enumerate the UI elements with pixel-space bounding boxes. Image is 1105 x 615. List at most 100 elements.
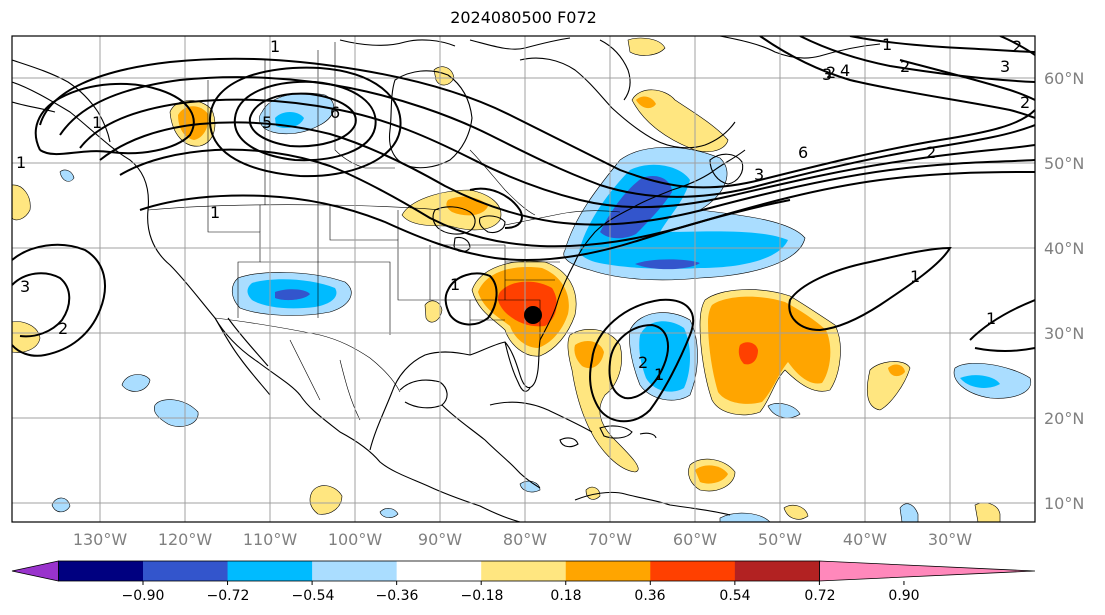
contour-lines bbox=[12, 36, 1035, 423]
negative-anomaly-canada-core bbox=[275, 112, 304, 128]
contour-label: 1 bbox=[92, 113, 102, 132]
colorbar bbox=[11, 560, 1036, 585]
longitude-axis: 130°W 120°W 110°W 100°W 90°W 80°W 70°W 6… bbox=[73, 530, 972, 549]
coastlines bbox=[12, 36, 881, 522]
colorbar-arrow-right bbox=[819, 560, 1036, 582]
positive-anomaly-pacific-nw bbox=[12, 184, 31, 221]
colorbar-tick-label: 0.36 bbox=[634, 588, 665, 604]
contour-label: 1 bbox=[986, 309, 996, 328]
positive-anomaly-labrador-core bbox=[636, 96, 656, 109]
negative-spot-2 bbox=[153, 399, 199, 427]
negative-spot-10 bbox=[59, 169, 75, 182]
gridlines bbox=[12, 36, 1035, 522]
map-content: 1 6 5 1 3 2 1 2 1 1 6 3 1 2 4 3 2 3 2 2 bbox=[12, 35, 1035, 522]
positive-anomaly-atlantic-core bbox=[738, 342, 758, 365]
lon-label: 40°W bbox=[843, 530, 887, 549]
contour-label: 1 bbox=[910, 267, 920, 286]
map-frame bbox=[11, 35, 1036, 523]
location-marker bbox=[524, 306, 542, 324]
negative-anomaly-band bbox=[635, 259, 700, 270]
positive-spot-florida bbox=[424, 300, 443, 323]
lon-label: 120°W bbox=[158, 530, 213, 549]
positive-anomaly-southeast-core bbox=[497, 281, 557, 327]
lon-label: 130°W bbox=[73, 530, 128, 549]
contour-label: 2 bbox=[58, 319, 68, 338]
contour-label: 2 bbox=[926, 143, 936, 162]
colorbar-segment bbox=[396, 561, 482, 581]
lat-label: 40°N bbox=[1044, 239, 1084, 258]
latitude-axis: 60°N 50°N 40°N 30°N 20°N 10°N bbox=[1044, 69, 1084, 513]
negative-spot-3-core bbox=[960, 375, 1000, 388]
positive-spot-hudson bbox=[433, 66, 455, 86]
map-title: 2024080500 F072 bbox=[450, 8, 597, 27]
colorbar-segment bbox=[312, 561, 398, 581]
colorbar-tick-label: −0.90 bbox=[122, 588, 165, 604]
lon-label: 70°W bbox=[588, 530, 632, 549]
contour-label: 4 bbox=[840, 61, 850, 80]
positive-anomaly-atlantic-mid bbox=[708, 296, 831, 404]
colorbar-labels: −0.90 −0.72 −0.54 −0.36 −0.18 0.18 0.36 … bbox=[122, 588, 920, 604]
lon-label: 90°W bbox=[418, 530, 462, 549]
negative-spot-6 bbox=[719, 512, 771, 522]
contour-label: 5 bbox=[262, 113, 272, 132]
negative-spot-7 bbox=[51, 497, 71, 513]
contour-label: 1 bbox=[16, 153, 26, 172]
contour-label: 6 bbox=[330, 103, 340, 122]
positive-spot-small-3 bbox=[585, 486, 601, 500]
colorbar-tick-label: 0.18 bbox=[550, 588, 581, 604]
contour-label: 3 bbox=[1000, 57, 1010, 76]
positive-spot-greenland bbox=[627, 37, 666, 56]
contour-label: 1 bbox=[882, 35, 892, 54]
colorbar-segment bbox=[58, 561, 144, 581]
contour-label: 2 bbox=[638, 353, 648, 372]
negative-anomaly-subtropical-core bbox=[639, 321, 690, 392]
contour-label: 2 bbox=[900, 57, 910, 76]
lon-label: 110°W bbox=[243, 530, 298, 549]
colorbar-segment bbox=[227, 561, 313, 581]
contour-label: 6 bbox=[798, 143, 808, 162]
colorbar-outline bbox=[58, 560, 820, 582]
contour-label: 1 bbox=[450, 275, 460, 294]
contour-label: 2 bbox=[1012, 37, 1022, 56]
lon-label: 60°W bbox=[673, 530, 717, 549]
contour-label: 2 bbox=[826, 63, 836, 82]
colorbar-tick-label: 0.72 bbox=[804, 588, 835, 604]
contour-label: 1 bbox=[654, 365, 664, 384]
positive-anomaly-caribbean-2-core bbox=[695, 465, 728, 484]
colorbar-segment bbox=[565, 561, 651, 581]
contour-label: 2 bbox=[1020, 93, 1030, 112]
negative-anomaly-southwest-dark bbox=[275, 289, 310, 301]
lat-label: 20°N bbox=[1044, 409, 1084, 428]
colorbar-tick-label: −0.18 bbox=[461, 588, 504, 604]
contour-label: 1 bbox=[210, 203, 220, 222]
colorbar-segment bbox=[143, 561, 229, 581]
colorbar-segment bbox=[481, 561, 567, 581]
contour-label: 3 bbox=[20, 277, 30, 296]
positive-anomaly-labrador bbox=[631, 89, 729, 153]
colorbar-segment bbox=[734, 561, 820, 581]
positive-anomaly-caribbean-core bbox=[574, 340, 604, 369]
colorbar-tick-label: 0.90 bbox=[888, 588, 919, 604]
negative-spot-8 bbox=[379, 508, 399, 518]
positive-spot-small-2 bbox=[974, 502, 1001, 522]
colorbar-tick-label: −0.36 bbox=[376, 588, 419, 604]
lon-label: 80°W bbox=[503, 530, 547, 549]
colorbar-arrow-left bbox=[11, 560, 59, 582]
lon-label: 30°W bbox=[928, 530, 972, 549]
lat-label: 50°N bbox=[1044, 154, 1084, 173]
lat-label: 60°N bbox=[1044, 69, 1084, 88]
contour-label: 3 bbox=[754, 165, 764, 184]
contour-labels: 1 6 5 1 3 2 1 2 1 1 6 3 1 2 4 3 2 3 2 2 bbox=[16, 35, 1030, 384]
colorbar-tick-label: 0.54 bbox=[719, 588, 750, 604]
positive-spot-east-atlantic-core bbox=[888, 364, 905, 377]
negative-spot-4 bbox=[767, 403, 801, 419]
political-borders bbox=[147, 42, 621, 421]
colorbar-tick-label: −0.72 bbox=[207, 588, 250, 604]
lat-label: 30°N bbox=[1044, 324, 1084, 343]
contour-label: 3 bbox=[822, 65, 832, 84]
colorbar-tick-label: −0.54 bbox=[292, 588, 335, 604]
negative-spot-1 bbox=[121, 374, 151, 392]
lon-label: 50°W bbox=[758, 530, 802, 549]
